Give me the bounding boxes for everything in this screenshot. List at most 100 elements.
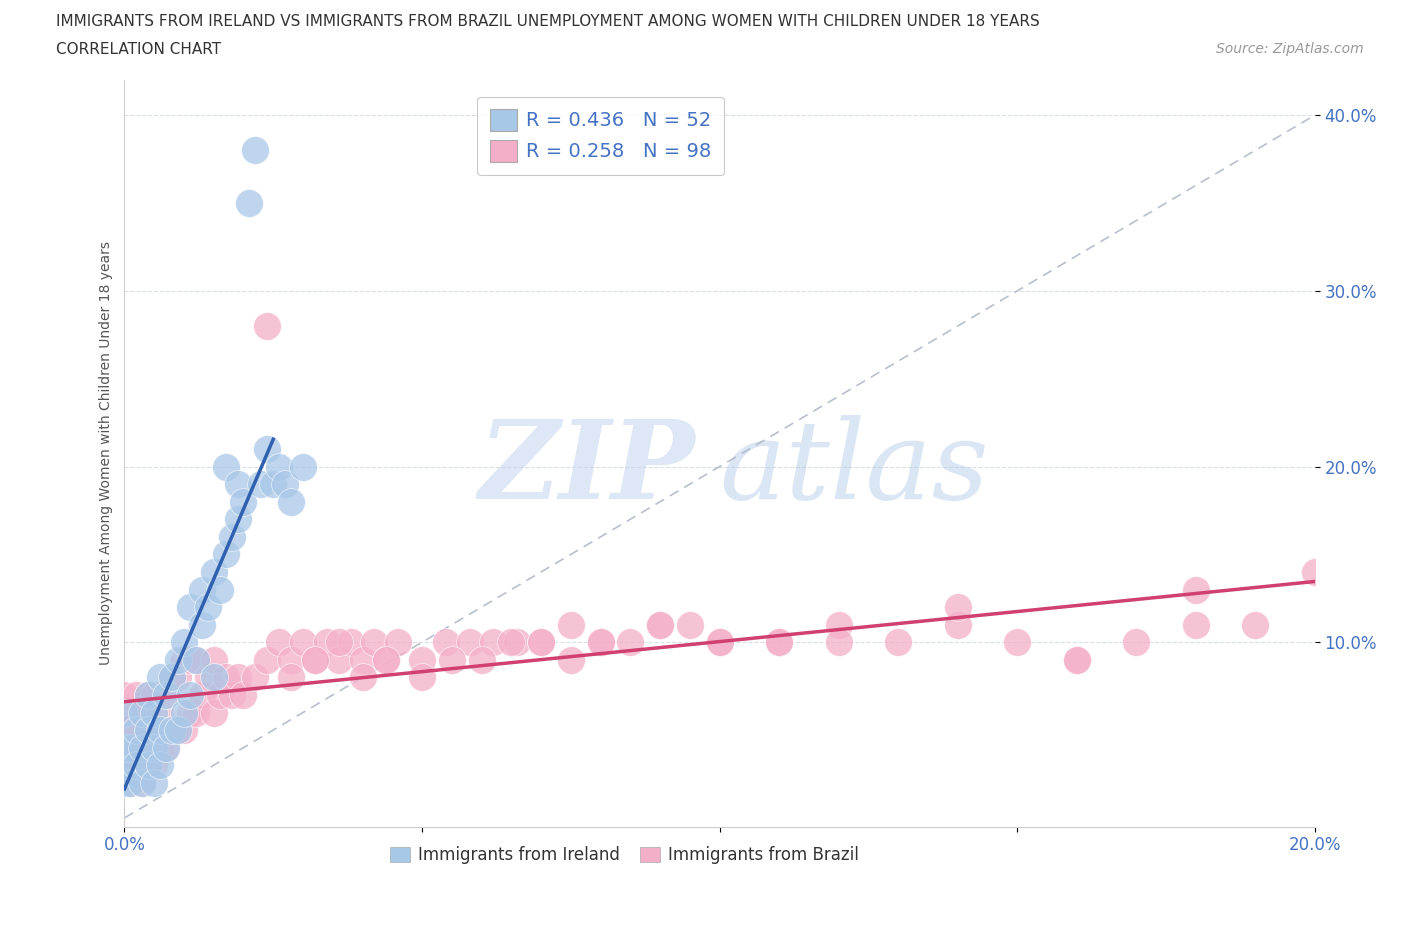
Point	[136, 723, 159, 737]
Point	[120, 776, 142, 790]
Point	[411, 670, 433, 684]
Point	[946, 618, 969, 632]
Point	[202, 652, 225, 667]
Point	[143, 740, 166, 755]
Point	[214, 670, 236, 684]
Point	[387, 635, 409, 650]
Point	[1244, 618, 1267, 632]
Point	[221, 529, 243, 544]
Point	[458, 635, 481, 650]
Point	[482, 635, 505, 650]
Point	[1184, 618, 1206, 632]
Point	[149, 723, 172, 737]
Point	[280, 670, 302, 684]
Point	[131, 776, 153, 790]
Point	[232, 687, 254, 702]
Point	[304, 652, 326, 667]
Point	[125, 723, 148, 737]
Point	[648, 618, 671, 632]
Point	[197, 600, 219, 615]
Point	[280, 494, 302, 509]
Point	[202, 705, 225, 720]
Point	[179, 687, 201, 702]
Point	[315, 635, 337, 650]
Point	[167, 723, 190, 737]
Point	[114, 758, 136, 773]
Point	[167, 723, 190, 737]
Point	[114, 740, 136, 755]
Point	[339, 635, 361, 650]
Point	[179, 705, 201, 720]
Point	[136, 687, 159, 702]
Point	[269, 459, 291, 474]
Point	[709, 635, 731, 650]
Point	[143, 723, 166, 737]
Point	[530, 635, 553, 650]
Point	[149, 758, 172, 773]
Point	[131, 705, 153, 720]
Point	[125, 687, 148, 702]
Point	[768, 635, 790, 650]
Point	[173, 705, 195, 720]
Point	[131, 705, 153, 720]
Point	[202, 670, 225, 684]
Point	[245, 143, 267, 158]
Point	[160, 723, 183, 737]
Point	[1066, 652, 1088, 667]
Point	[131, 740, 153, 755]
Point	[827, 635, 849, 650]
Point	[1125, 635, 1147, 650]
Point	[226, 512, 249, 526]
Text: ZIP: ZIP	[479, 415, 696, 522]
Point	[946, 600, 969, 615]
Point	[149, 705, 172, 720]
Point	[136, 687, 159, 702]
Point	[114, 776, 136, 790]
Point	[155, 687, 177, 702]
Point	[238, 195, 260, 210]
Point	[114, 687, 136, 702]
Point	[136, 758, 159, 773]
Point	[1303, 565, 1326, 579]
Point	[274, 477, 297, 492]
Point	[155, 740, 177, 755]
Point	[191, 687, 214, 702]
Point	[245, 670, 267, 684]
Point	[173, 652, 195, 667]
Point	[434, 635, 457, 650]
Point	[143, 758, 166, 773]
Point	[202, 565, 225, 579]
Point	[256, 442, 278, 457]
Point	[328, 635, 350, 650]
Point	[440, 652, 463, 667]
Point	[179, 652, 201, 667]
Point	[827, 618, 849, 632]
Point	[375, 652, 398, 667]
Point	[214, 547, 236, 562]
Point	[256, 319, 278, 334]
Point	[352, 670, 374, 684]
Point	[120, 740, 142, 755]
Point	[191, 618, 214, 632]
Point	[292, 635, 315, 650]
Point	[167, 652, 190, 667]
Point	[160, 670, 183, 684]
Point	[506, 635, 529, 650]
Point	[120, 776, 142, 790]
Point	[226, 670, 249, 684]
Text: IMMIGRANTS FROM IRELAND VS IMMIGRANTS FROM BRAZIL UNEMPLOYMENT AMONG WOMEN WITH : IMMIGRANTS FROM IRELAND VS IMMIGRANTS FR…	[56, 14, 1040, 29]
Point	[208, 582, 231, 597]
Point	[149, 740, 172, 755]
Point	[280, 652, 302, 667]
Point	[114, 740, 136, 755]
Point	[560, 652, 582, 667]
Point	[191, 582, 214, 597]
Text: atlas: atlas	[720, 415, 990, 522]
Point	[179, 600, 201, 615]
Point	[262, 477, 284, 492]
Point	[120, 740, 142, 755]
Legend: Immigrants from Ireland, Immigrants from Brazil: Immigrants from Ireland, Immigrants from…	[382, 839, 866, 870]
Point	[114, 723, 136, 737]
Point	[530, 635, 553, 650]
Point	[250, 477, 273, 492]
